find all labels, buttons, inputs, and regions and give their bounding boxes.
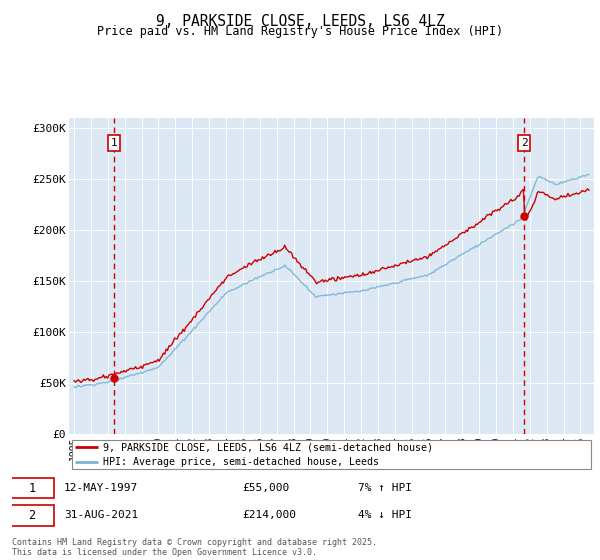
Text: 12-MAY-1997: 12-MAY-1997 (64, 483, 138, 493)
Text: Price paid vs. HM Land Registry's House Price Index (HPI): Price paid vs. HM Land Registry's House … (97, 25, 503, 39)
Text: 2: 2 (521, 138, 527, 148)
Text: 31-AUG-2021: 31-AUG-2021 (64, 511, 138, 520)
Text: 4% ↓ HPI: 4% ↓ HPI (358, 511, 412, 520)
Text: Contains HM Land Registry data © Crown copyright and database right 2025.
This d: Contains HM Land Registry data © Crown c… (12, 538, 377, 557)
Text: 9, PARKSIDE CLOSE, LEEDS, LS6 4LZ (semi-detached house): 9, PARKSIDE CLOSE, LEEDS, LS6 4LZ (semi-… (103, 442, 433, 452)
Text: 1: 1 (29, 482, 36, 494)
FancyBboxPatch shape (71, 440, 592, 469)
Text: 1: 1 (110, 138, 117, 148)
Text: HPI: Average price, semi-detached house, Leeds: HPI: Average price, semi-detached house,… (103, 458, 379, 467)
Text: 2: 2 (29, 509, 36, 522)
Text: £214,000: £214,000 (242, 511, 296, 520)
FancyBboxPatch shape (11, 505, 54, 526)
Text: 7% ↑ HPI: 7% ↑ HPI (358, 483, 412, 493)
Text: £55,000: £55,000 (242, 483, 290, 493)
FancyBboxPatch shape (11, 478, 54, 498)
Text: 9, PARKSIDE CLOSE, LEEDS, LS6 4LZ: 9, PARKSIDE CLOSE, LEEDS, LS6 4LZ (155, 14, 445, 29)
